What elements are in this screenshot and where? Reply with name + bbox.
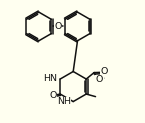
Text: HN: HN xyxy=(43,74,57,83)
Text: O: O xyxy=(101,67,108,76)
Text: O: O xyxy=(96,75,103,84)
Text: NH: NH xyxy=(57,98,71,107)
Text: O: O xyxy=(55,22,62,31)
Text: O: O xyxy=(49,91,57,100)
